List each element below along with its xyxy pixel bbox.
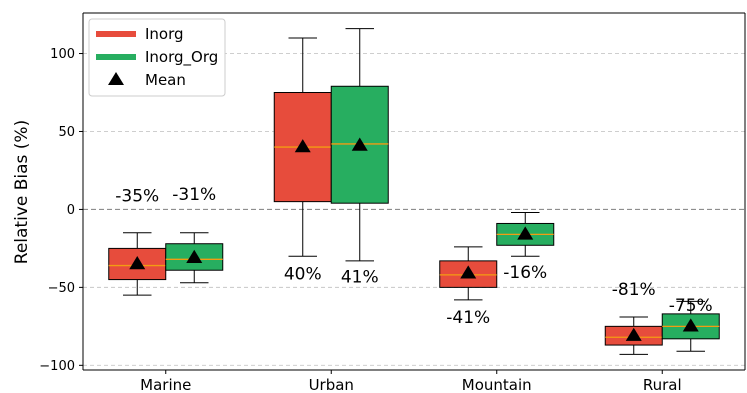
box-layer xyxy=(108,28,720,355)
percent-annotation: 41% xyxy=(341,268,379,288)
y-tick-label: −50 xyxy=(48,281,75,296)
mean-marker xyxy=(682,318,699,332)
percent-annotation: -16% xyxy=(503,263,547,283)
x-tick-label: Urban xyxy=(309,376,354,393)
x-tick-label: Rural xyxy=(643,376,682,393)
legend-label: Inorg_Org xyxy=(145,48,218,67)
percent-annotation: -31% xyxy=(172,185,216,205)
percent-annotation: -75% xyxy=(669,296,713,316)
y-tick-label: −100 xyxy=(39,359,75,374)
legend-label: Mean xyxy=(145,71,186,89)
legend: Inorg Inorg_Org Mean xyxy=(88,18,226,97)
legend-swatch xyxy=(96,54,136,60)
legend-box xyxy=(88,18,226,97)
y-tick-label: 100 xyxy=(50,47,75,62)
mean-marker xyxy=(294,139,311,153)
percent-annotation: 40% xyxy=(284,265,322,285)
mean-marker xyxy=(129,255,146,270)
x-tick-label: Mountain xyxy=(462,376,532,393)
y-tick-label: 50 xyxy=(58,125,75,140)
legend-mean-marker xyxy=(108,72,124,85)
grid-layer xyxy=(83,53,745,366)
x-tick-label: Marine xyxy=(140,376,191,393)
legend-label: Inorg xyxy=(145,25,184,43)
mean-marker xyxy=(517,226,534,240)
y-tick-label: 0 xyxy=(67,203,75,218)
mean-marker xyxy=(625,327,642,341)
mean-marker xyxy=(351,137,368,151)
percent-annotation: -35% xyxy=(115,187,159,207)
axis-layer: −100 −50 0 50 100 Marine Urban Mountain Rural xyxy=(39,12,746,393)
y-axis-label: Relative Bias (%) xyxy=(12,120,32,264)
mean-marker xyxy=(186,249,203,263)
legend-swatch xyxy=(96,31,136,37)
percent-annotation: -81% xyxy=(612,280,656,300)
annotation-layer: -35% -31% 40% 41% -41% -16% -81% -75% xyxy=(115,185,712,328)
percent-annotation: -41% xyxy=(446,308,490,328)
mean-marker xyxy=(460,265,477,279)
